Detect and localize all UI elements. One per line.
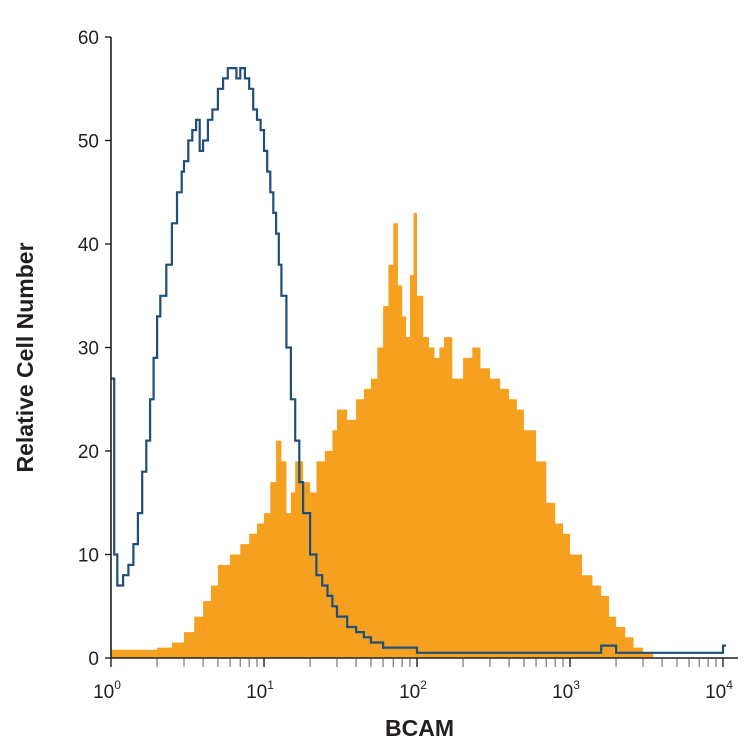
- x-tick-label: 104: [705, 678, 733, 703]
- x-tick-label: 102: [399, 678, 427, 703]
- y-tick-label: 40: [78, 235, 99, 256]
- x-tick-label: 101: [246, 678, 274, 703]
- y-tick-label: 0: [88, 649, 99, 670]
- y-tick-label: 10: [78, 546, 99, 567]
- y-tick-label: 50: [78, 132, 99, 153]
- x-axis-title: BCAM: [385, 715, 454, 741]
- filled-histogram-series: [111, 212, 657, 658]
- outline-histogram-series: [111, 67, 726, 654]
- x-tick-label: 100: [93, 678, 121, 703]
- y-axis-title: Relative Cell Number: [12, 242, 38, 472]
- y-tick-label: 20: [78, 442, 99, 463]
- x-tick-label: 103: [552, 678, 580, 703]
- y-tick-label: 60: [78, 28, 99, 49]
- y-tick-label: 30: [78, 339, 99, 360]
